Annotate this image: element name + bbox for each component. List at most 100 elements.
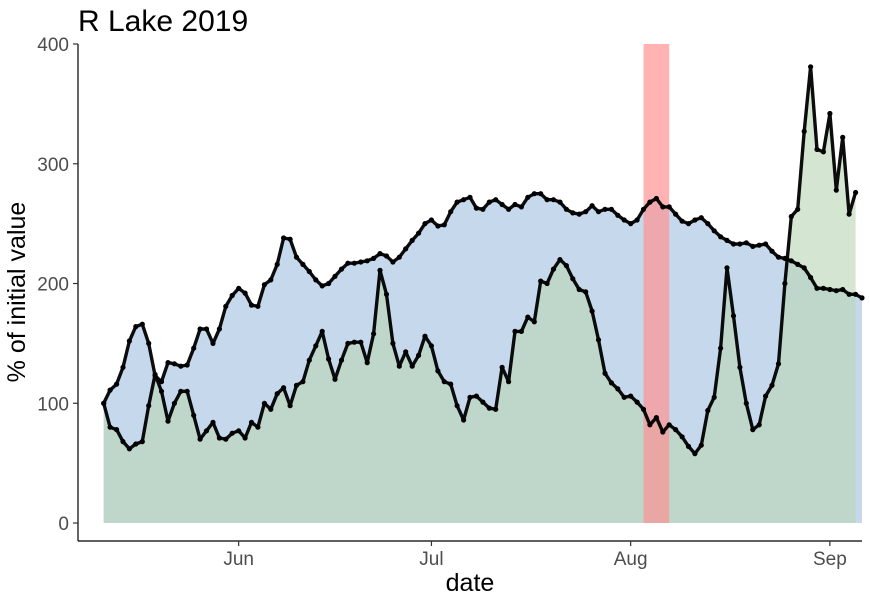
data-point <box>313 343 319 349</box>
data-point <box>698 442 704 448</box>
data-point <box>210 340 216 346</box>
data-point <box>178 363 184 369</box>
data-point <box>570 276 576 282</box>
data-point <box>326 280 332 287</box>
data-point <box>114 427 120 433</box>
data-point <box>692 451 698 457</box>
data-point <box>441 379 447 385</box>
data-point <box>692 217 698 223</box>
data-point <box>268 277 274 283</box>
data-point <box>743 400 749 406</box>
data-point <box>293 254 300 260</box>
data-point <box>814 285 820 291</box>
data-point <box>814 146 820 152</box>
data-point <box>531 191 537 197</box>
x-tick-label: Sep <box>813 549 847 570</box>
data-point <box>808 274 814 281</box>
data-point <box>242 435 248 441</box>
data-point <box>191 345 197 351</box>
data-point <box>840 134 846 140</box>
data-point <box>711 228 717 234</box>
data-point <box>550 266 557 272</box>
data-point <box>666 204 672 210</box>
data-point <box>396 363 402 369</box>
data-point <box>171 400 177 406</box>
data-point <box>705 221 711 227</box>
data-point <box>795 261 801 267</box>
data-point <box>538 191 544 197</box>
data-point <box>563 206 570 212</box>
data-point <box>293 382 300 388</box>
data-point <box>634 217 640 223</box>
x-axis-title: date <box>446 569 495 597</box>
data-point <box>126 338 132 344</box>
data-point <box>544 197 550 203</box>
data-point <box>332 273 338 279</box>
data-point <box>300 379 306 385</box>
data-point <box>364 258 370 264</box>
data-point <box>602 206 608 212</box>
data-point <box>775 361 782 367</box>
data-point <box>223 436 229 442</box>
y-ticks: 0 100 200 300 400 <box>37 35 78 535</box>
data-point <box>608 380 615 386</box>
data-point <box>679 218 685 224</box>
data-point <box>171 361 177 367</box>
data-point <box>808 64 814 70</box>
data-point <box>223 303 229 309</box>
data-point <box>859 295 865 301</box>
data-point <box>750 427 756 433</box>
data-point <box>435 368 441 374</box>
axes <box>77 44 862 542</box>
data-point <box>499 201 505 208</box>
data-point <box>782 280 788 287</box>
data-point <box>306 357 312 363</box>
data-point <box>364 360 370 366</box>
data-point <box>461 197 467 203</box>
data-point <box>801 128 807 134</box>
data-point <box>756 242 762 248</box>
data-point <box>602 370 608 376</box>
data-point <box>416 352 422 358</box>
data-point <box>846 291 852 297</box>
data-point <box>473 205 479 211</box>
data-point <box>827 286 833 293</box>
data-point <box>403 246 409 252</box>
data-point <box>467 394 473 400</box>
data-point <box>248 302 255 308</box>
data-point <box>833 187 839 193</box>
data-point <box>583 289 589 295</box>
data-point <box>486 199 492 205</box>
data-point <box>853 189 859 196</box>
data-point <box>274 261 280 267</box>
data-point <box>480 399 486 405</box>
data-point <box>750 243 756 249</box>
data-point <box>428 217 434 223</box>
data-point <box>197 436 203 442</box>
data-point <box>660 204 666 210</box>
data-point <box>589 203 595 209</box>
y-tick-label: 400 <box>37 35 69 56</box>
data-point <box>358 339 364 345</box>
data-point <box>165 360 171 366</box>
data-point <box>236 428 242 434</box>
data-point <box>493 406 499 412</box>
data-point <box>769 382 775 388</box>
data-point <box>563 263 570 269</box>
data-point <box>428 343 434 349</box>
data-point <box>268 406 274 412</box>
data-point <box>441 222 447 228</box>
data-point <box>647 422 653 428</box>
data-point <box>769 248 775 254</box>
data-point <box>570 210 576 216</box>
data-point <box>576 286 582 293</box>
y-tick-label: 0 <box>58 514 69 535</box>
data-point <box>332 376 338 382</box>
highlight-band <box>643 44 670 524</box>
data-point <box>242 290 248 296</box>
data-point <box>724 265 730 271</box>
data-point <box>486 405 492 411</box>
data-point <box>493 197 499 203</box>
data-point <box>853 291 859 297</box>
data-point <box>525 194 531 200</box>
